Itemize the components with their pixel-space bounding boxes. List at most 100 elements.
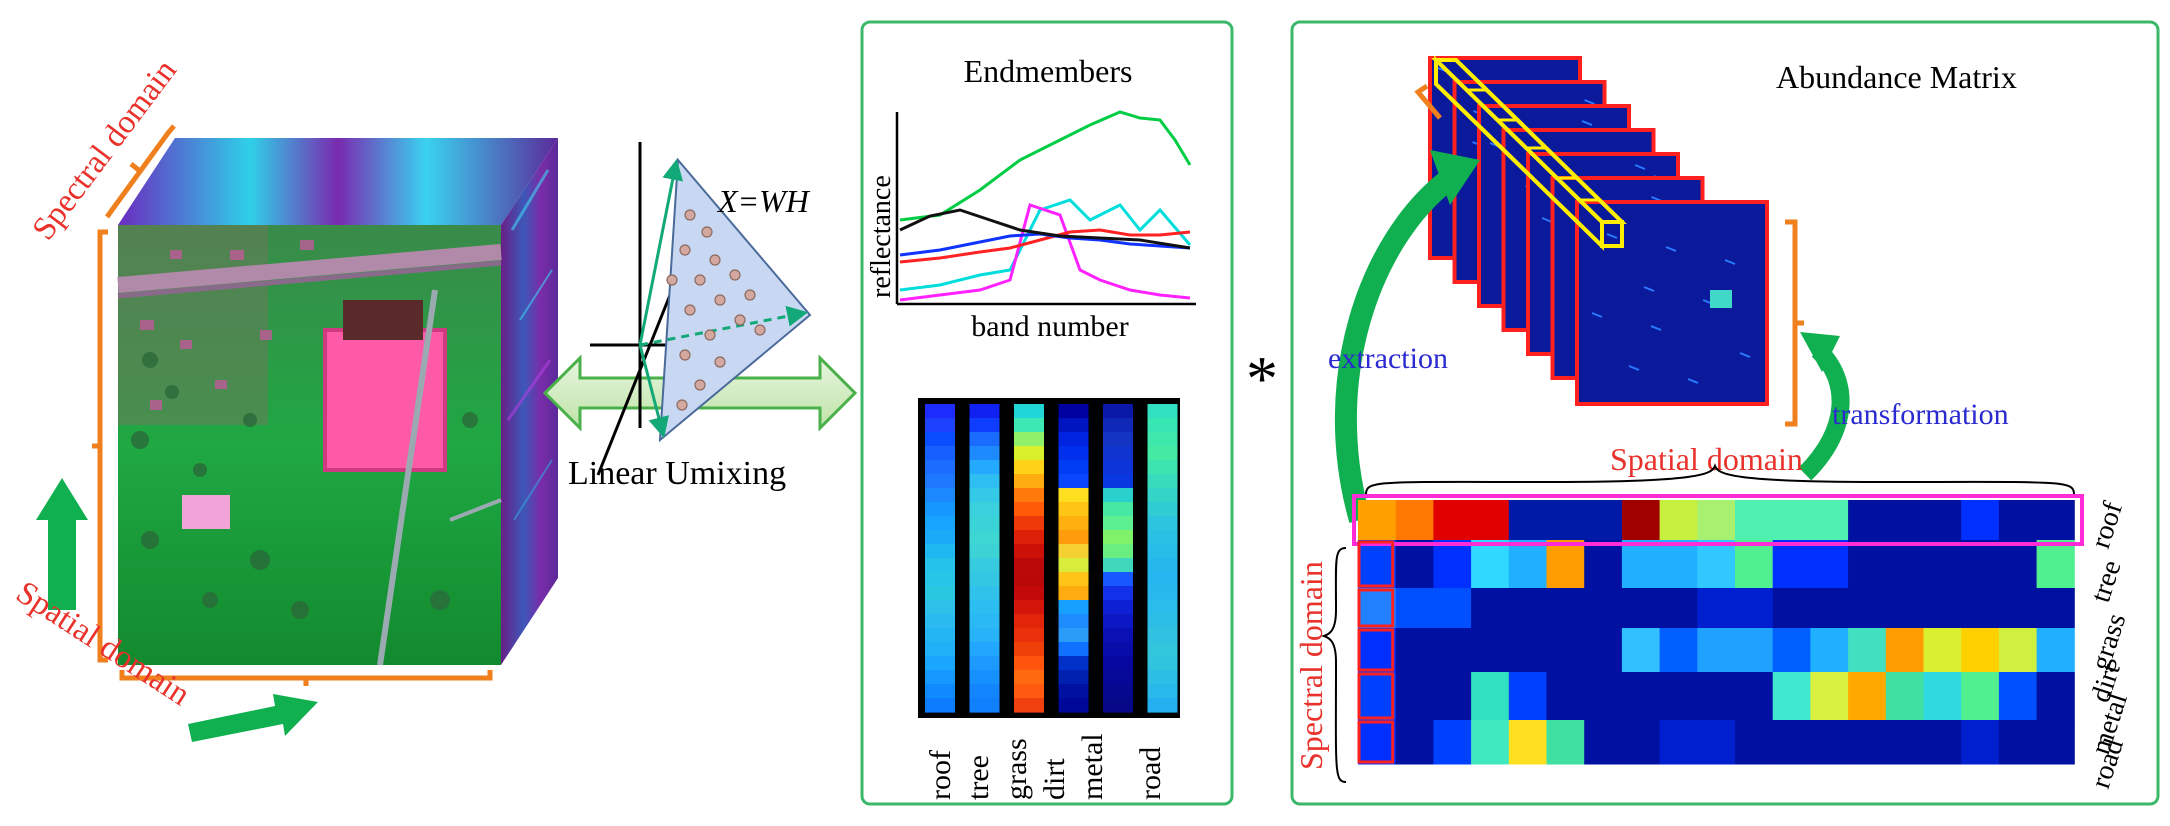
matrix-cell <box>1395 720 1434 765</box>
endmember-heat-cell <box>925 586 955 601</box>
abundance-map-speck <box>1687 378 1699 384</box>
plot-x-label: band number <box>971 310 1128 343</box>
selected-row-highlight <box>1352 494 2084 546</box>
endmember-heat-cell <box>1147 488 1178 503</box>
endmember-heat-cell <box>969 586 1000 601</box>
endmember-heatmap-frame <box>918 398 1180 718</box>
matrix-cell <box>1697 540 1736 589</box>
matrix-cell <box>1471 672 1510 721</box>
endmember-heat-cell <box>925 670 955 685</box>
matrix-cell <box>1961 628 2000 673</box>
endmember-heat-cell <box>1103 600 1133 615</box>
endmember-heat-cell <box>1058 544 1089 559</box>
endmember-heat-cell <box>1147 558 1178 573</box>
abundance-map-speck <box>1724 259 1736 265</box>
endmember-heat-cell <box>1058 530 1089 545</box>
matrix-cell <box>1848 500 1887 541</box>
matrix-cell <box>1885 500 1924 541</box>
abundance-map-speck <box>1643 286 1655 292</box>
endmember-heat-cell <box>1014 432 1044 447</box>
endmember-heat-cell <box>925 600 955 615</box>
endmember-heat-cell <box>1014 642 1044 657</box>
matrix-cell <box>1848 672 1887 721</box>
endmember-heat-cell <box>1103 544 1133 559</box>
endmember-heat-cell <box>1014 446 1044 461</box>
matrix-cell <box>1471 588 1510 629</box>
endmember-heat-cell <box>925 516 955 531</box>
endmember-heat-cell <box>1014 698 1044 713</box>
column-highlight-cell <box>1357 720 1395 764</box>
endmember-heat-cell <box>925 474 955 489</box>
endmember-heat-cell <box>1147 432 1178 447</box>
endmember-heat-cell <box>925 488 955 503</box>
endmember-heat-cell <box>1058 600 1089 615</box>
matrix-cell <box>1885 672 1924 721</box>
endmember-heat-cell <box>925 698 955 713</box>
matrix-cell <box>1508 540 1547 589</box>
spatial-vertical-bracket <box>97 229 108 663</box>
abundance-map-speck <box>1541 217 1553 223</box>
material-label-grass: grass <box>1000 738 1033 800</box>
endmember-heat-cell <box>1103 460 1133 475</box>
matrix-cell <box>1433 540 1472 589</box>
abundance-map-speck <box>1591 312 1603 318</box>
matrix-cell <box>1998 588 2038 629</box>
transformation-arrow <box>1798 343 1850 481</box>
abundance-panel-border <box>1290 20 2160 806</box>
endmember-heat-cell <box>1058 684 1089 699</box>
endmember-heat-cell <box>969 404 1000 419</box>
endmember-heat-cell <box>1058 642 1089 657</box>
matrix-cell <box>1659 540 1698 589</box>
matrix-cell <box>1471 500 1510 541</box>
column-highlight-cell <box>1357 540 1395 588</box>
matrix-cell <box>1810 672 1849 721</box>
matrix-cell <box>1885 628 1924 673</box>
matrix-cell <box>1395 672 1434 721</box>
matrix-cell <box>1471 628 1510 673</box>
endmember-heat-cell <box>969 418 1000 433</box>
endmember-heat-cell <box>969 642 1000 657</box>
endmember-heat-cell <box>969 446 1000 461</box>
matrix-cell <box>1772 628 1811 673</box>
endmember-heat-cell <box>969 474 1000 489</box>
hyperspectral-cube: Spectral domain Spatial domain <box>10 53 558 742</box>
matrix-cell <box>1923 540 1962 589</box>
matrix-cell <box>1584 588 1623 629</box>
endmember-heat-cell <box>925 628 955 643</box>
matrix-cell <box>1961 588 2000 629</box>
endmember-heat-cell <box>925 684 955 699</box>
endmember-heat-cell <box>1058 670 1089 685</box>
matrix-cell <box>1772 720 1811 765</box>
endmember-heat-cell <box>1058 586 1089 601</box>
spectrum-curve <box>899 208 1191 250</box>
endmember-heat-cell <box>1014 614 1044 629</box>
matrix-cell <box>1433 720 1472 765</box>
material-label-tree: tree <box>962 755 995 800</box>
endmember-heat-cell <box>1014 600 1044 615</box>
endmember-heat-cell <box>1147 502 1178 517</box>
endmember-heat-cell <box>1058 418 1089 433</box>
endmember-heat-cell <box>1103 642 1133 657</box>
matrix-cell <box>1810 588 1849 629</box>
endmember-heat-cell <box>925 572 955 587</box>
matrix-cell <box>1961 500 2000 541</box>
endmember-heat-cell <box>1103 572 1133 587</box>
horizontal-direction-arrow <box>188 694 318 742</box>
endmember-heat-cell <box>969 600 1000 615</box>
matrix-cell <box>1395 628 1434 673</box>
endmember-heat-cell <box>1058 656 1089 671</box>
endmember-heat-cell <box>1103 404 1133 419</box>
matrix-cell <box>1546 628 1585 673</box>
endmember-heat-cell <box>969 516 1000 531</box>
cube-front-image <box>117 225 502 666</box>
matrix-cell <box>1848 720 1887 765</box>
endmember-heat-cell <box>1014 488 1044 503</box>
matrix-cell <box>1961 720 2000 765</box>
endmember-heat-cell <box>1014 404 1044 419</box>
abundance-map-speck <box>1606 233 1618 239</box>
endmember-heat-cell <box>1103 530 1133 545</box>
matrix-cell <box>1772 588 1811 629</box>
endmember-heat-cell <box>1147 684 1178 699</box>
endmember-heat-cell <box>969 572 1000 587</box>
